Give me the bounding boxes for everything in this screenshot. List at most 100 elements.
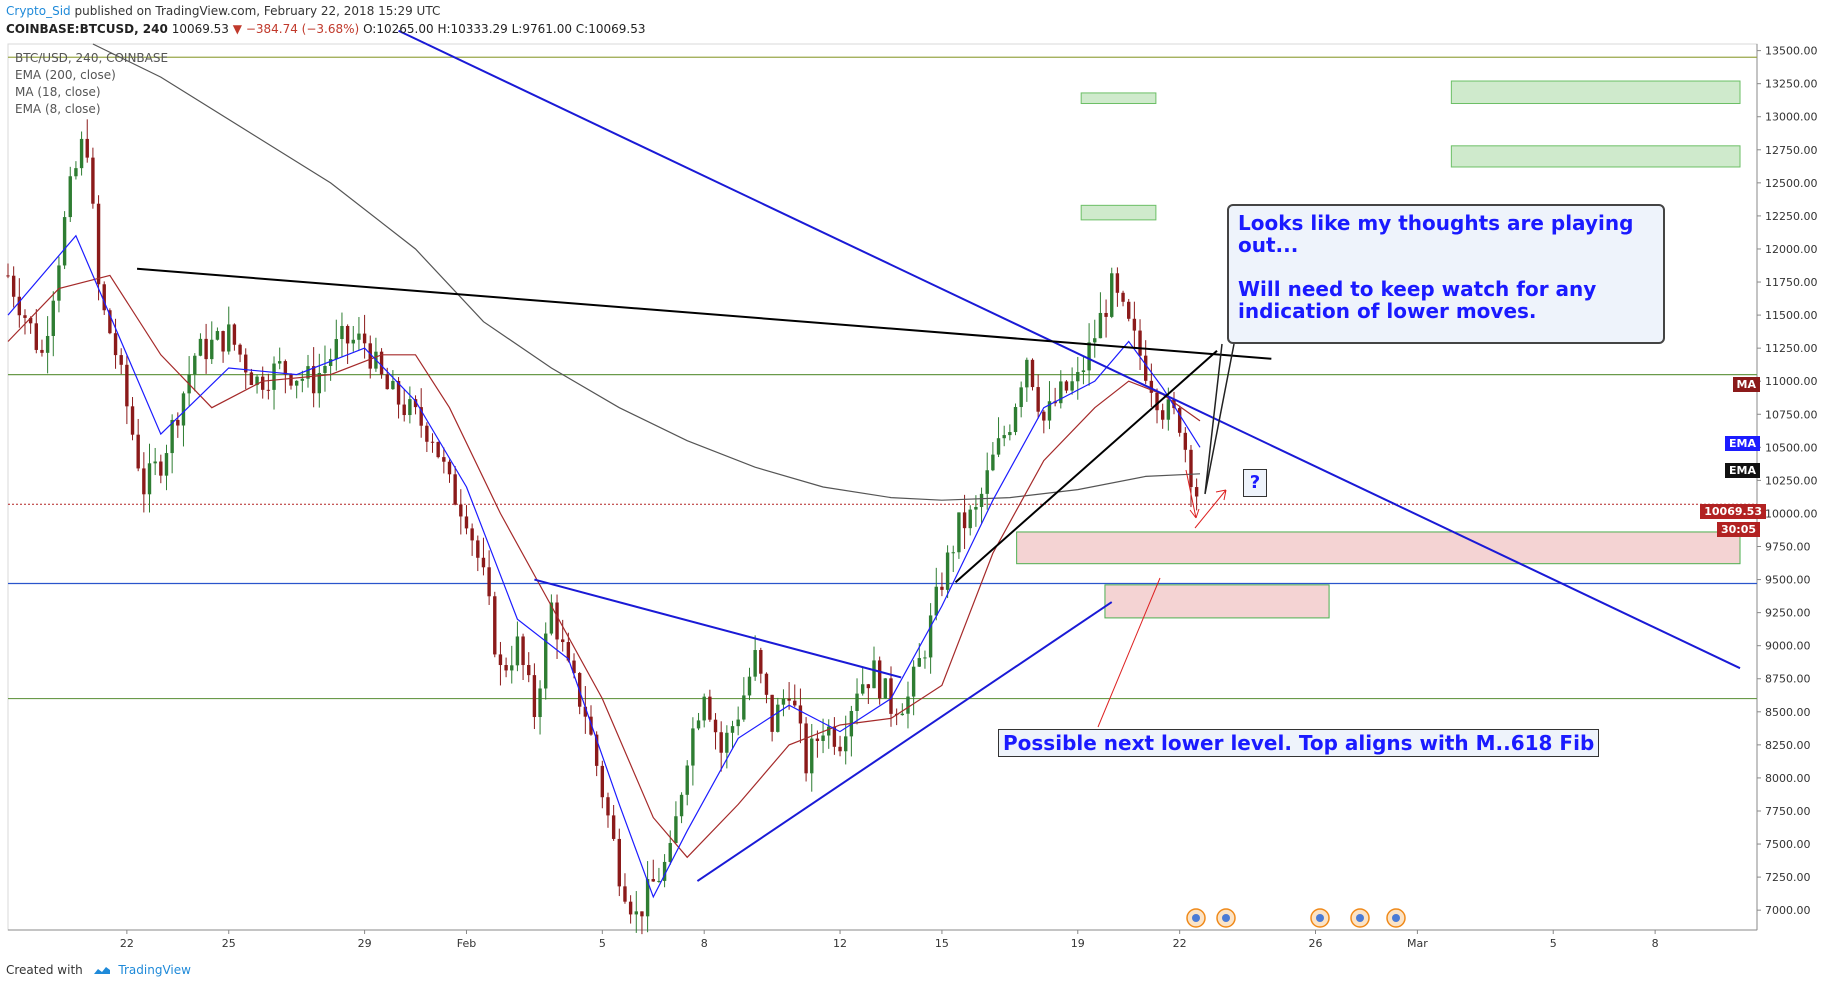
y-tick-label: 11750.00 bbox=[1765, 276, 1818, 289]
indicator-ma18[interactable]: MA (18, close) bbox=[15, 85, 101, 99]
tradingview-link[interactable]: TradingView bbox=[118, 963, 191, 977]
candle-body bbox=[1115, 273, 1120, 293]
candle-body bbox=[481, 557, 486, 568]
candle-body bbox=[844, 736, 848, 752]
event-marker-dot bbox=[1192, 914, 1200, 922]
candle-body bbox=[640, 911, 644, 917]
event-marker-icon bbox=[1386, 908, 1406, 928]
candle-body bbox=[176, 419, 180, 426]
candle-body bbox=[204, 338, 208, 360]
lower-level-note[interactable]: Possible next lower level. Top aligns wi… bbox=[998, 729, 1600, 757]
candle-body bbox=[136, 434, 140, 469]
candle-body bbox=[810, 738, 814, 774]
candle-body bbox=[781, 698, 786, 705]
candle-body bbox=[28, 317, 33, 324]
chart-title: BTC/USD, 240, COINBASE bbox=[15, 51, 169, 65]
candle-body bbox=[1121, 292, 1125, 302]
x-tick-label: Mar bbox=[1407, 937, 1428, 950]
trendline bbox=[534, 578, 902, 679]
bounce-arrow bbox=[1194, 489, 1227, 529]
y-tick-label: 10000.00 bbox=[1765, 507, 1818, 520]
candle-body bbox=[957, 512, 961, 553]
candle-body bbox=[447, 461, 452, 475]
candle-body bbox=[261, 376, 265, 390]
y-tick-label: 9000.00 bbox=[1765, 640, 1811, 653]
candle-body bbox=[1008, 432, 1012, 436]
candle-body bbox=[62, 217, 67, 266]
low-label: L: bbox=[511, 22, 523, 36]
candle-body bbox=[227, 324, 231, 352]
candle-body bbox=[889, 678, 893, 714]
candle-body bbox=[906, 696, 910, 714]
y-tick-label: 12000.00 bbox=[1765, 243, 1818, 256]
candle-body bbox=[606, 797, 610, 816]
x-tick-label: 5 bbox=[1550, 937, 1557, 950]
author-link[interactable]: Crypto_Sid bbox=[6, 4, 71, 18]
candle-body bbox=[821, 735, 825, 741]
x-tick-label: 29 bbox=[358, 937, 372, 950]
candle-body bbox=[306, 366, 310, 379]
ema-price-tag: EMA bbox=[1725, 436, 1760, 451]
candle-body bbox=[940, 586, 944, 590]
y-tick-label: 7750.00 bbox=[1765, 805, 1811, 818]
candle-body bbox=[708, 696, 712, 720]
low-value: 9761.00 bbox=[522, 22, 572, 36]
candle-body bbox=[317, 372, 322, 394]
candle-body bbox=[753, 650, 757, 677]
indicator-ema200[interactable]: EMA (200, close) bbox=[15, 68, 116, 82]
candle-body bbox=[413, 399, 418, 408]
candle-body bbox=[1081, 370, 1086, 373]
event-marker-icon bbox=[1350, 908, 1370, 928]
candle-body bbox=[249, 372, 254, 386]
candle-body bbox=[583, 706, 588, 717]
ema8-line bbox=[7, 234, 1201, 899]
candle-body bbox=[294, 380, 299, 386]
candle-body bbox=[923, 657, 927, 659]
candle-body bbox=[764, 673, 769, 695]
candle-body bbox=[521, 636, 525, 666]
candle-body bbox=[713, 719, 718, 733]
candle-body bbox=[244, 354, 248, 373]
x-tick-label: 15 bbox=[935, 937, 949, 950]
footer: Created with TradingView bbox=[6, 963, 191, 977]
note-pointer bbox=[1204, 343, 1235, 495]
candle-body bbox=[142, 468, 146, 495]
candle-body bbox=[634, 911, 638, 915]
candle-body bbox=[504, 665, 508, 671]
target-zone-green bbox=[1450, 145, 1741, 168]
candle-body bbox=[561, 639, 565, 643]
created-with-label: Created with bbox=[6, 963, 83, 977]
x-tick-label: 12 bbox=[833, 937, 847, 950]
target-zone-green bbox=[1080, 92, 1157, 105]
candle-body bbox=[385, 374, 389, 390]
question-marker[interactable]: ? bbox=[1243, 469, 1267, 497]
candle-body bbox=[1076, 372, 1080, 382]
candle-body bbox=[742, 695, 746, 720]
candle-body bbox=[1127, 301, 1131, 319]
note-line-2: Will need to keep watch for any indicati… bbox=[1238, 277, 1597, 323]
candle-body bbox=[815, 738, 820, 741]
event-marker-icon bbox=[1186, 908, 1206, 928]
lower-level-pointer bbox=[1097, 577, 1161, 728]
tradingview-logo-icon bbox=[93, 967, 110, 974]
candle-body bbox=[1166, 399, 1171, 420]
candle-body bbox=[91, 157, 95, 204]
candle-body bbox=[555, 602, 559, 640]
thoughts-note[interactable]: Looks like my thoughts are playing out..… bbox=[1227, 204, 1665, 344]
candle-body bbox=[357, 333, 361, 340]
candle-body bbox=[883, 678, 888, 699]
candle-body bbox=[300, 378, 305, 381]
candle-body bbox=[1189, 449, 1193, 488]
candle-body bbox=[951, 552, 955, 554]
candle-body bbox=[181, 393, 186, 426]
candle-body bbox=[1183, 432, 1188, 450]
candle-body bbox=[391, 380, 395, 390]
candle-body bbox=[804, 723, 808, 774]
candle-body bbox=[793, 700, 797, 706]
candle-body bbox=[1030, 359, 1035, 388]
candle-body bbox=[679, 794, 684, 817]
candle-body bbox=[79, 138, 84, 169]
candle-body bbox=[266, 389, 271, 391]
indicator-ema8[interactable]: EMA (8, close) bbox=[15, 102, 101, 116]
